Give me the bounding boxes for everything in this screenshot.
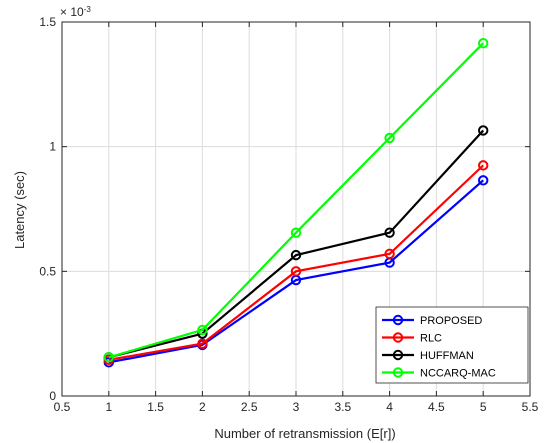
y-tick-label: 0 <box>49 389 56 403</box>
data-point-huffman <box>478 125 489 136</box>
x-tick-label: 5 <box>480 400 487 414</box>
data-point-huffman <box>384 227 395 238</box>
tick-marks <box>61 21 531 397</box>
legend-item-proposed: PROPOSED <box>382 314 482 327</box>
y-exponent-label: × 10-3 <box>60 5 91 19</box>
series-proposed <box>103 175 489 368</box>
legend-swatch-marker <box>392 332 404 343</box>
x-tick-label: 1.5 <box>147 400 164 414</box>
x-axis-label: Number of retransmission (E[r]) <box>214 426 395 441</box>
legend-item-rlc: RLC <box>382 332 442 345</box>
legend-swatch-marker <box>392 349 404 361</box>
y-tick-label: 0.5 <box>39 264 56 278</box>
series-line-proposed <box>108 179 484 364</box>
data-point-rlc <box>384 248 395 260</box>
x-tick-label: 4.5 <box>428 400 445 414</box>
legend-label: RLC <box>420 333 442 345</box>
x-tick-label: 3 <box>293 400 300 414</box>
data-point-huffman <box>290 249 302 261</box>
series-group <box>103 37 489 368</box>
data-point-rlc <box>478 160 489 171</box>
x-tick-label: 2.5 <box>241 400 258 414</box>
x-tick-labels: 0.5 1 1.5 2 2.5 3 3.5 4 4.5 5 5.5 <box>54 400 539 414</box>
legend-label: PROPOSED <box>420 315 482 327</box>
y-exponent-power: -3 <box>84 5 92 14</box>
data-point-proposed <box>478 175 489 186</box>
series-rlc <box>103 160 489 366</box>
data-point-nccarq-mac <box>290 227 302 238</box>
legend-label: NCCARQ-MAC <box>420 368 496 380</box>
data-point-nccarq-mac <box>197 324 208 336</box>
y-tick-label: 1.5 <box>39 15 56 29</box>
series-line-rlc <box>108 164 484 361</box>
y-tick-label: 1 <box>49 140 56 154</box>
y-axis-label: Latency (sec) <box>12 171 27 249</box>
legend: PROPOSED RLC HUFFMAN NCCARQ-MAC <box>375 306 529 384</box>
x-tick-label: 5.5 <box>522 400 539 414</box>
x-tick-label: 0.5 <box>54 400 71 414</box>
series-line-huffman <box>108 129 485 359</box>
x-tick-label: 4 <box>386 400 393 414</box>
legend-swatch-marker <box>392 367 404 378</box>
legend-item-nccarq-mac: NCCARQ-MAC <box>382 367 496 380</box>
series-line-nccarq-mac <box>108 42 484 359</box>
data-point-nccarq-mac <box>384 132 395 144</box>
x-tick-label: 2 <box>199 400 206 414</box>
series-nccarq-mac <box>103 37 489 363</box>
legend-item-huffman: HUFFMAN <box>382 349 474 362</box>
data-point-rlc <box>197 338 208 349</box>
data-point-nccarq-mac <box>478 37 489 49</box>
data-point-rlc <box>290 266 302 277</box>
x-tick-label: 3.5 <box>334 400 351 414</box>
y-tick-labels: 0 0.5 1 1.5 <box>39 15 56 403</box>
legend-swatch-marker <box>392 314 404 326</box>
legend-label: HUFFMAN <box>420 350 474 362</box>
y-exponent-base: × 10 <box>60 5 84 19</box>
data-point-nccarq-mac <box>103 352 115 363</box>
x-tick-label: 1 <box>105 400 112 414</box>
